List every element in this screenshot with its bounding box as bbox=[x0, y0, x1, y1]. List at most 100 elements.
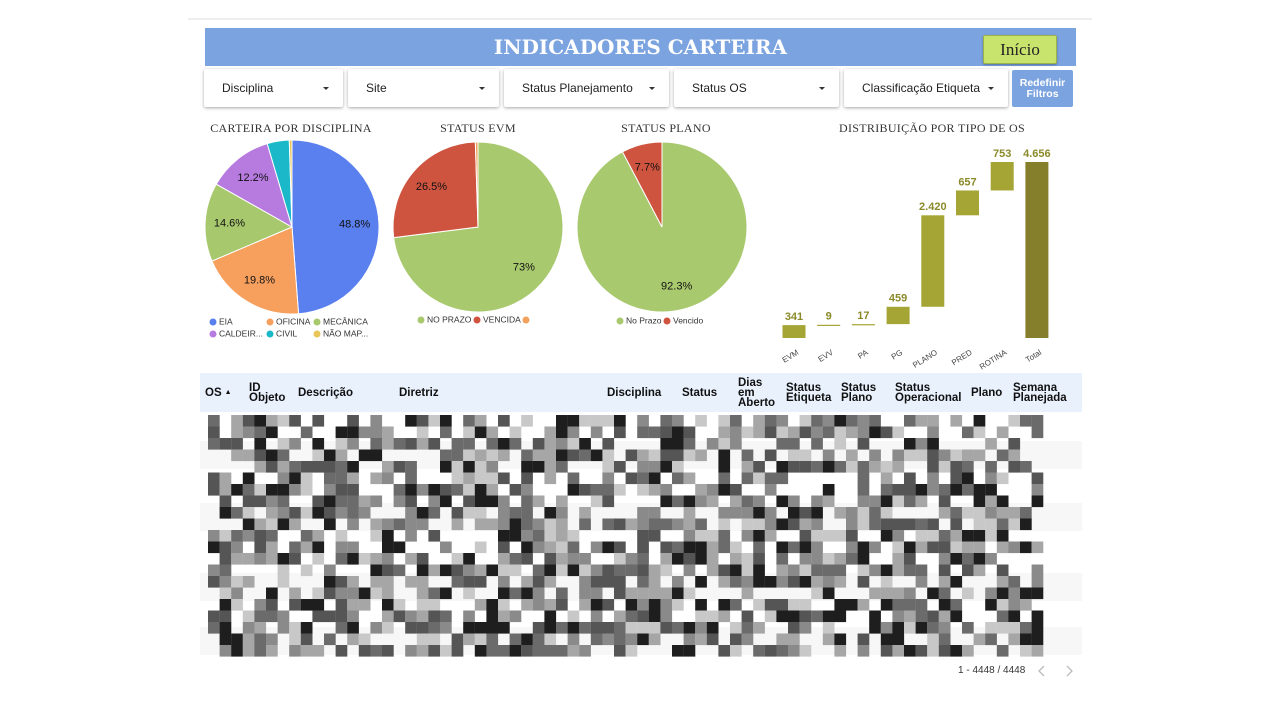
redacted-pixel bbox=[254, 530, 267, 542]
redacted-pixel bbox=[300, 541, 313, 554]
redacted-pixel bbox=[880, 507, 893, 519]
column-header[interactable]: Disciplina bbox=[607, 373, 677, 412]
next-page[interactable] bbox=[1066, 665, 1073, 677]
column-header[interactable]: ID Objeto bbox=[249, 373, 289, 412]
redacted-pixel bbox=[660, 415, 673, 427]
redacted-pixel bbox=[405, 495, 417, 508]
redacted-pixel bbox=[498, 622, 510, 634]
redacted-pixel bbox=[996, 645, 1009, 657]
redacted-pixel bbox=[405, 622, 417, 634]
redacted-pixel bbox=[741, 530, 754, 542]
redacted-pixel bbox=[486, 461, 499, 473]
column-header[interactable]: Status Plano bbox=[841, 373, 889, 412]
redacted-pixel bbox=[915, 541, 928, 554]
redacted-pixel bbox=[741, 610, 754, 623]
redacted-pixel bbox=[405, 461, 417, 473]
redacted-pixel bbox=[788, 461, 800, 473]
redacted-pixel bbox=[405, 472, 417, 485]
redacted-pixel bbox=[660, 564, 673, 577]
redacted-pixel bbox=[1031, 564, 1044, 577]
redacted-pixel bbox=[428, 507, 441, 519]
redacted-pixel bbox=[370, 426, 383, 439]
slice-label: 92.3% bbox=[661, 280, 692, 292]
redacted-pixel bbox=[938, 622, 951, 634]
x-tick-label: PG bbox=[890, 348, 905, 362]
column-header[interactable]: Semana Planejada bbox=[1013, 373, 1073, 412]
redacted-pixel bbox=[892, 610, 905, 623]
redacted-pixel bbox=[289, 599, 301, 611]
column-header[interactable]: Dias em Aberto bbox=[738, 373, 778, 412]
redacted-pixel bbox=[266, 553, 278, 565]
filter-dropdown[interactable]: Site bbox=[348, 69, 499, 107]
redacted-pixel bbox=[834, 415, 847, 427]
redacted-pixel bbox=[764, 576, 777, 588]
redacted-pixel bbox=[672, 461, 684, 473]
filter-dropdown[interactable]: Disciplina bbox=[204, 69, 343, 107]
column-header[interactable]: Diretriz bbox=[399, 373, 549, 412]
redacted-pixel bbox=[544, 633, 557, 646]
redacted-pixel bbox=[451, 518, 464, 531]
redacted-pixel bbox=[811, 461, 823, 473]
legend-label: Vencido bbox=[673, 315, 704, 325]
redacted-pixel bbox=[242, 495, 255, 508]
redacted-pixel bbox=[463, 484, 475, 496]
redacted-pixel bbox=[312, 541, 325, 554]
home-button[interactable]: Início bbox=[983, 35, 1057, 64]
redacted-pixel bbox=[486, 564, 499, 577]
redacted-pixel bbox=[614, 461, 626, 473]
redacted-pixel bbox=[625, 587, 638, 600]
redacted-pixel bbox=[300, 426, 313, 439]
column-header[interactable]: Plano bbox=[971, 373, 1009, 412]
waterfall-bar bbox=[817, 324, 841, 326]
redacted-pixel bbox=[498, 507, 510, 519]
column-header[interactable]: Status Operacional bbox=[895, 373, 965, 412]
redacted-pixel bbox=[799, 610, 812, 623]
redacted-pixel bbox=[242, 449, 255, 462]
redacted-pixel bbox=[718, 438, 731, 450]
redacted-pixel bbox=[730, 426, 742, 439]
redacted-pixel bbox=[1031, 622, 1044, 634]
redacted-pixel bbox=[996, 518, 1009, 531]
redacted-pixel bbox=[1008, 449, 1021, 462]
redacted-pixel bbox=[973, 449, 986, 462]
redacted-pixel bbox=[834, 645, 847, 657]
redacted-pixel bbox=[370, 472, 383, 485]
column-header[interactable]: Status Etiqueta bbox=[786, 373, 836, 412]
redacted-pixel bbox=[706, 541, 719, 554]
redacted-pixel bbox=[231, 576, 243, 588]
column-header[interactable]: Descrição bbox=[298, 373, 388, 412]
x-tick-label: EVM bbox=[781, 348, 801, 365]
column-header[interactable]: OS ▲ bbox=[205, 373, 245, 412]
redacted-pixel bbox=[973, 426, 986, 439]
reset-button[interactable]: Redefinir Filtros bbox=[1012, 70, 1073, 107]
redacted-pixel bbox=[938, 507, 951, 519]
prev-page[interactable] bbox=[1038, 665, 1045, 677]
redacted-pixel bbox=[892, 645, 905, 657]
redacted-pixel bbox=[637, 507, 649, 519]
redacted-pixel bbox=[1020, 645, 1032, 657]
redacted-pixel bbox=[718, 472, 731, 485]
redacted-pixel bbox=[289, 633, 301, 646]
filter-dropdown[interactable]: Classificação Etiqueta bbox=[844, 69, 1008, 107]
redacted-pixel bbox=[973, 530, 986, 542]
redacted-pixel bbox=[567, 610, 580, 623]
redacted-pixel bbox=[904, 622, 916, 634]
redacted-pixel bbox=[950, 553, 963, 565]
redacted-pixel bbox=[474, 426, 487, 439]
redacted-pixel bbox=[915, 599, 928, 611]
redacted-pixel bbox=[741, 495, 754, 508]
redacted-pixel bbox=[532, 438, 545, 450]
redacted-pixel bbox=[985, 472, 997, 485]
redacted-pixel bbox=[486, 610, 499, 623]
redacted-pixel bbox=[904, 541, 916, 554]
filter-dropdown[interactable]: Status Planejamento bbox=[504, 69, 669, 107]
filter-dropdown[interactable]: Status OS bbox=[674, 69, 839, 107]
redacted-pixel bbox=[393, 599, 406, 611]
redacted-pixel bbox=[683, 449, 696, 462]
redacted-pixel bbox=[718, 564, 731, 577]
redacted-pixel bbox=[521, 484, 533, 496]
redacted-pixel bbox=[637, 610, 649, 623]
redacted-pixel bbox=[532, 449, 545, 462]
column-header[interactable]: Status bbox=[682, 373, 732, 412]
redacted-pixel bbox=[846, 530, 858, 542]
